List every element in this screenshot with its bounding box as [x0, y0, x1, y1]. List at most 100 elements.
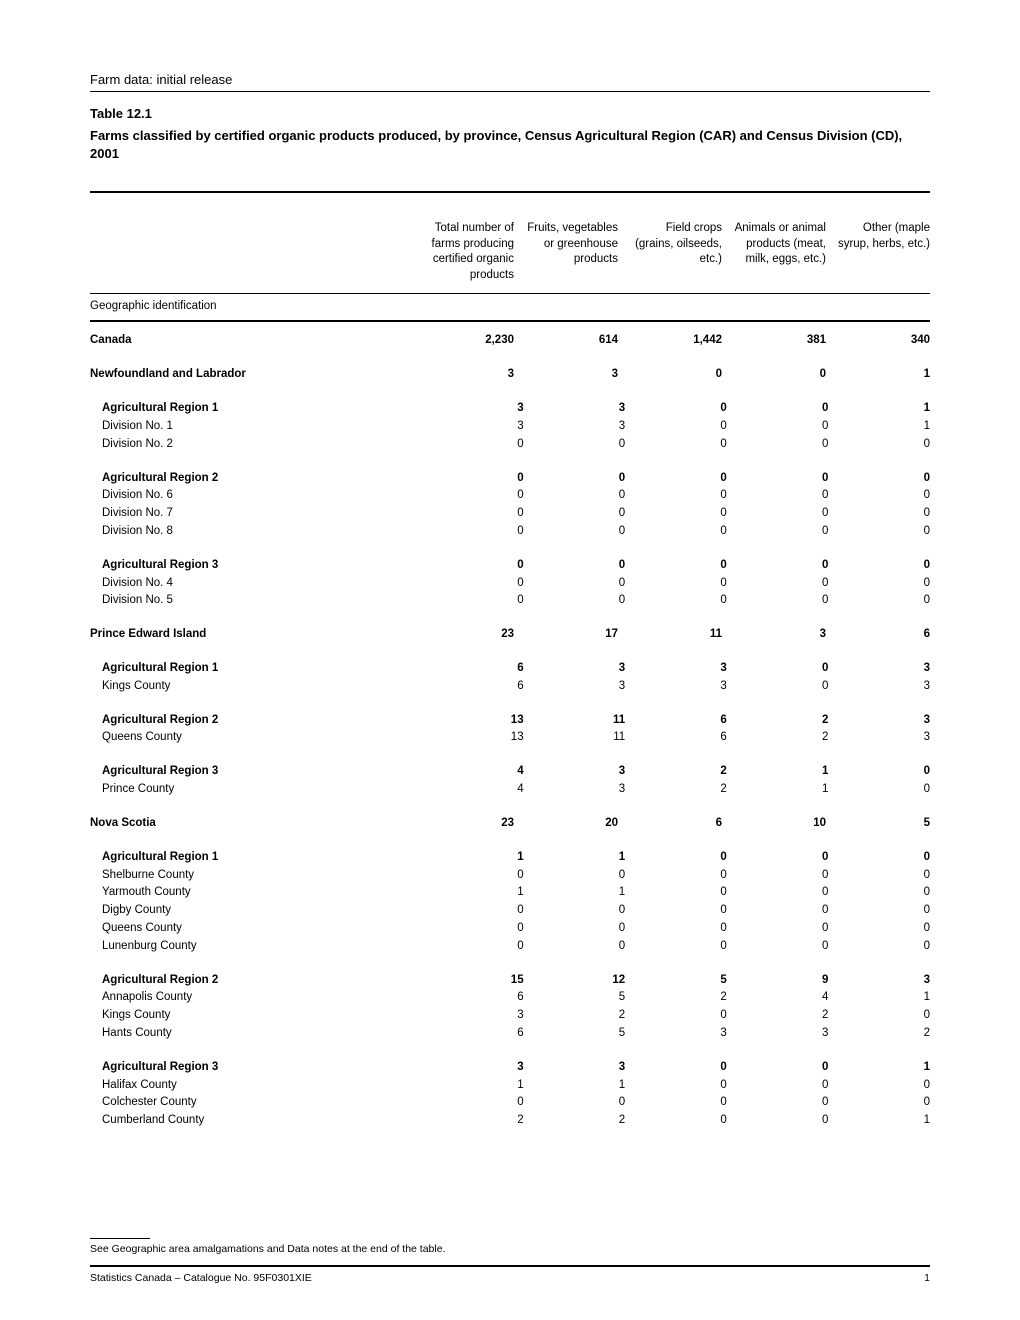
row-cell: 3 [422, 418, 524, 436]
row-spacer [90, 1043, 930, 1059]
row-cell: 1 [422, 1077, 524, 1095]
row-label: Queens County [90, 729, 422, 747]
row-cell: 0 [625, 400, 727, 418]
row-cell: 0 [625, 849, 727, 867]
row-cell: 12 [524, 972, 626, 990]
table-row: Division No. 400000 [90, 575, 930, 593]
row-cell: 0 [625, 938, 727, 956]
row-cell: 3 [828, 678, 930, 696]
row-cell: 0 [625, 505, 727, 523]
row-cell: 3 [625, 660, 727, 678]
row-label: Division No. 2 [90, 436, 422, 454]
col-header-5: Other (maple syrup, herbs, etc.) [826, 221, 930, 283]
row-cell: 6 [422, 989, 524, 1007]
table-row: Kings County63303 [90, 678, 930, 696]
table-row: Hants County65332 [90, 1025, 930, 1043]
row-cell: 0 [727, 592, 829, 610]
row-cell: 0 [727, 1112, 829, 1130]
row-cell: 0 [625, 557, 727, 575]
table-row: Digby County00000 [90, 902, 930, 920]
row-cell: 3 [524, 660, 626, 678]
row-cell: 1 [828, 418, 930, 436]
row-cell: 13 [422, 712, 524, 730]
row-cell: 1 [828, 1059, 930, 1077]
table-row: Agricultural Region 133001 [90, 400, 930, 418]
row-spacer [90, 610, 930, 626]
row-cell: 0 [727, 418, 829, 436]
row-cell: 0 [722, 366, 826, 384]
row-cell: 1 [828, 989, 930, 1007]
table-row: Lunenburg County00000 [90, 938, 930, 956]
row-cell: 2 [727, 1007, 829, 1025]
row-cell: 3 [625, 1025, 727, 1043]
footnote-text: See Geographic area amalgamations and Da… [90, 1243, 930, 1261]
row-cell: 0 [828, 470, 930, 488]
table-row: Division No. 800000 [90, 523, 930, 541]
row-cell: 11 [618, 626, 722, 644]
col-header-1: Total number of farms producing certifie… [410, 221, 514, 283]
row-cell: 3 [828, 712, 930, 730]
page-footer: Statistics Canada – Catalogue No. 95F030… [90, 1265, 930, 1284]
table-row: Agricultural Region 163303 [90, 660, 930, 678]
row-label: Kings County [90, 678, 422, 696]
table-row: Nova Scotia23206105 [90, 815, 930, 833]
row-label: Division No. 4 [90, 575, 422, 593]
row-cell: 4 [727, 989, 829, 1007]
row-cell: 6 [618, 815, 722, 833]
table-row: Kings County32020 [90, 1007, 930, 1025]
row-spacer [90, 454, 930, 470]
table-row: Canada2,2306141,442381340 [90, 332, 930, 350]
row-cell: 6 [826, 626, 930, 644]
table-row: Agricultural Region 200000 [90, 470, 930, 488]
row-cell: 2 [524, 1112, 626, 1130]
row-cell: 13 [422, 729, 524, 747]
row-label: Division No. 1 [90, 418, 422, 436]
row-label: Agricultural Region 1 [90, 849, 422, 867]
row-cell: 0 [625, 884, 727, 902]
row-cell: 0 [422, 920, 524, 938]
row-cell: 2 [727, 729, 829, 747]
row-label: Digby County [90, 902, 422, 920]
row-cell: 0 [727, 470, 829, 488]
row-cell: 0 [422, 867, 524, 885]
row-cell: 2 [625, 989, 727, 1007]
table-row: Agricultural Region 21311623 [90, 712, 930, 730]
row-cell: 4 [422, 763, 524, 781]
row-label: Kings County [90, 1007, 422, 1025]
row-cell: 614 [514, 332, 618, 350]
row-cell: 0 [727, 849, 829, 867]
row-cell: 3 [828, 729, 930, 747]
row-spacer [90, 644, 930, 660]
row-cell: 3 [524, 1059, 626, 1077]
row-cell: 3 [524, 400, 626, 418]
row-cell: 0 [524, 1094, 626, 1112]
table-row: Agricultural Region 21512593 [90, 972, 930, 990]
row-cell: 3 [828, 660, 930, 678]
row-cell: 0 [625, 418, 727, 436]
row-cell: 3 [410, 366, 514, 384]
footnote-rule [90, 1238, 150, 1239]
row-cell: 6 [422, 1025, 524, 1043]
row-cell: 2 [422, 1112, 524, 1130]
row-spacer [90, 384, 930, 400]
table-row: Halifax County11000 [90, 1077, 930, 1095]
row-cell: 0 [727, 1059, 829, 1077]
row-cell: 0 [524, 592, 626, 610]
row-spacer [90, 350, 930, 366]
row-cell: 1 [524, 884, 626, 902]
row-cell: 2,230 [410, 332, 514, 350]
row-cell: 3 [422, 400, 524, 418]
row-cell: 2 [625, 781, 727, 799]
row-label: Agricultural Region 2 [90, 712, 422, 730]
col-header-4: Animals or animal products (meat, milk, … [722, 221, 826, 283]
row-label: Hants County [90, 1025, 422, 1043]
row-cell: 0 [625, 487, 727, 505]
row-cell: 1 [828, 1112, 930, 1130]
row-cell: 1 [727, 763, 829, 781]
row-cell: 23 [410, 626, 514, 644]
row-cell: 0 [422, 592, 524, 610]
row-cell: 0 [727, 436, 829, 454]
row-spacer [90, 833, 930, 849]
row-cell: 0 [727, 678, 829, 696]
row-cell: 0 [727, 1094, 829, 1112]
